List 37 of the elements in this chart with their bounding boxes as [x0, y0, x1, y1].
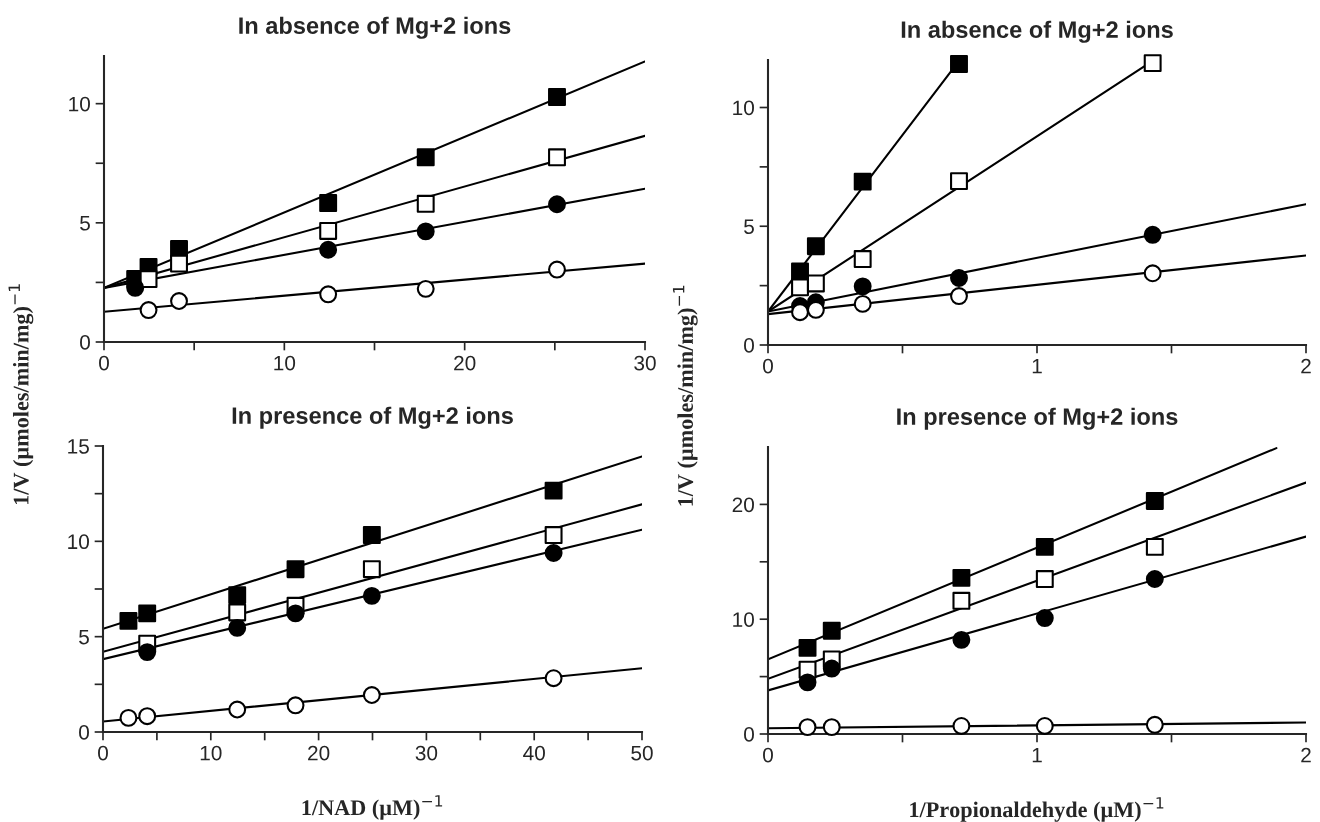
x-tick-label: 1 [1032, 358, 1042, 374]
x-axis-title: 1/Propionaldehyde (µM)$^{−1}$ [910, 797, 1164, 822]
chart-title: In presence of Mg+2 ions [232, 406, 513, 429]
y-tick-label: 10 [733, 100, 754, 116]
x-axis-title: 1/NAD (µM)$^{−1}$ [302, 795, 443, 820]
y-tick-label: 5 [744, 219, 754, 234]
x-tick-label: 2 [1301, 358, 1311, 374]
y-tick-label: 0 [79, 725, 89, 740]
x-tick-label: 2 [1301, 747, 1311, 763]
x-tick-label: 0 [99, 355, 109, 371]
y-axis-title: 1/V (µmoles/min/mg)$^{−1}$ [8, 284, 34, 505]
y-tick-label: 0 [744, 338, 754, 353]
x-tick-label: 0 [98, 745, 108, 761]
y-axis-title: 1/V (µmoles/min/mg)$^{−1}$ [672, 285, 698, 506]
x-tick-label: 1 [1032, 747, 1042, 763]
chart-title: In absence of Mg+2 ions [901, 20, 1173, 43]
x-tick-label: 0 [763, 358, 773, 374]
x-tick-label: 40 [523, 745, 545, 761]
y-tick-label: 10 [68, 534, 89, 550]
y-tick-label: 10 [733, 612, 754, 627]
y-tick-label: 15 [68, 439, 89, 454]
chart-title: In presence of Mg+2 ions [897, 407, 1178, 430]
x-tick-label: 20 [454, 355, 476, 371]
x-tick-label: 0 [763, 747, 773, 763]
x-tick-label: 10 [200, 745, 222, 761]
chart-title: In absence of Mg+2 ions [239, 16, 511, 39]
x-tick-label: 20 [308, 745, 330, 761]
y-tick-label: 20 [732, 497, 754, 513]
x-tick-label: 30 [634, 355, 656, 371]
x-tick-label: 30 [415, 745, 438, 761]
y-tick-label: 10 [69, 96, 90, 112]
y-tick-label: 0 [744, 727, 754, 742]
y-tick-label: 5 [79, 629, 89, 645]
x-tick-label: 50 [631, 745, 653, 761]
y-tick-label: 5 [80, 216, 90, 231]
x-tick-label: 10 [274, 355, 296, 371]
y-tick-label: 0 [80, 335, 90, 350]
